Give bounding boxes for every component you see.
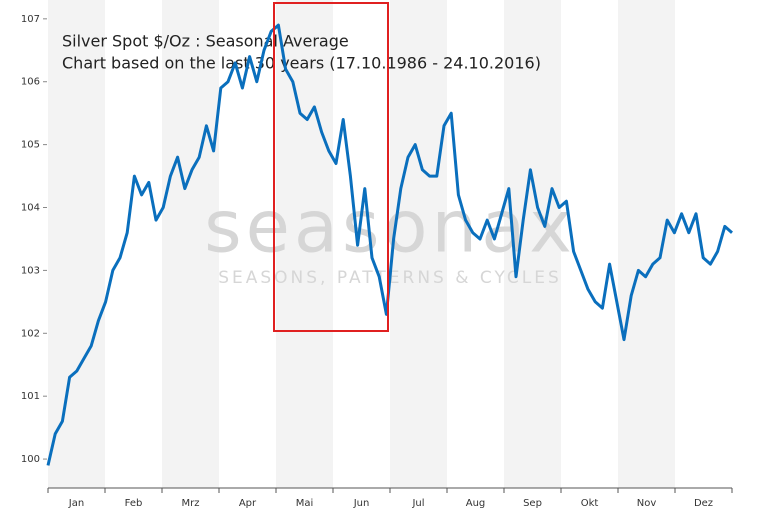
x-tick-label: Mrz <box>182 498 200 509</box>
y-tick-label: 104 <box>21 203 40 214</box>
x-tick-label: Feb <box>125 498 143 509</box>
x-tick-label: Apr <box>239 498 257 509</box>
x-tick-label: Sep <box>523 498 542 509</box>
x-tick-label: Nov <box>637 498 657 509</box>
month-band <box>162 0 219 488</box>
month-band <box>48 0 105 488</box>
y-tick-label: 102 <box>21 328 40 339</box>
chart-title: Silver Spot $/Oz : Seasonal Average <box>62 32 349 51</box>
series-line <box>46 23 733 466</box>
y-tick-label: 105 <box>21 140 40 151</box>
x-tick-label: Jan <box>68 498 84 509</box>
y-tick-label: 107 <box>21 14 40 25</box>
x-tick-label: Okt <box>581 498 599 509</box>
chart-subtitle: Chart based on the last 30 years (17.10.… <box>62 54 541 73</box>
x-tick-label: Mai <box>296 498 314 509</box>
x-tick-label: Aug <box>466 498 486 509</box>
x-tick-label: Dez <box>694 498 713 509</box>
x-tick-label: Jun <box>353 498 370 509</box>
highlight-box <box>273 2 389 332</box>
y-tick-label: 100 <box>21 454 40 465</box>
month-band <box>390 0 447 488</box>
y-tick-label: 106 <box>21 77 40 88</box>
x-tick-label: Jul <box>411 498 424 509</box>
y-tick-label: 103 <box>21 265 40 276</box>
y-tick-label: 101 <box>21 391 40 402</box>
month-band <box>276 0 333 488</box>
month-band <box>618 0 675 488</box>
